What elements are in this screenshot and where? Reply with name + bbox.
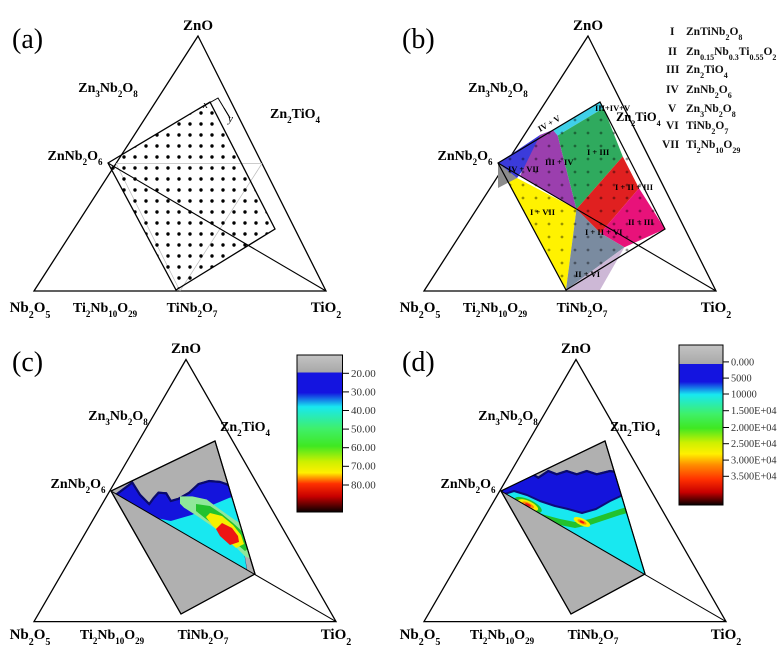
svg-text:ZnNb2O6: ZnNb2O6 [441,477,496,495]
svg-text:10000: 10000 [731,389,757,400]
svg-text:ZnTiNb2O8: ZnTiNb2O8 [686,26,742,42]
svg-text:70.00: 70.00 [351,461,376,473]
svg-text:II + VI: II + VI [575,269,601,279]
svg-text:V: V [668,103,677,115]
svg-text:I: I [670,26,675,38]
svg-text:III + IV: III + IV [545,157,574,167]
svg-text:Zn2TiO4: Zn2TiO4 [686,64,728,80]
svg-text:I + VII: I + VII [530,207,556,217]
svg-text:50.00: 50.00 [351,424,376,436]
svg-text:II: II [668,46,677,58]
svg-text:Nb2O5: Nb2O5 [10,300,51,321]
svg-text:30.00: 30.00 [351,387,376,399]
svg-text:ZnNb2O6: ZnNb2O6 [48,149,103,167]
svg-text:IV + VII: IV + VII [508,164,540,174]
svg-text:TiNb2O7: TiNb2O7 [557,301,608,319]
svg-text:III+IV+V: III+IV+V [595,103,631,113]
svg-text:Nb2O5: Nb2O5 [10,627,51,645]
svg-text:Ti2Nb10O29: Ti2Nb10O29 [80,628,145,645]
svg-text:(a): (a) [12,24,43,55]
svg-text:II + III: II + III [628,217,654,227]
svg-text:TiNb2O7: TiNb2O7 [167,301,218,319]
svg-text:VI: VI [666,120,679,132]
svg-text:ZnNb2O6: ZnNb2O6 [686,84,732,100]
svg-text:3.000E+04: 3.000E+04 [731,456,777,467]
svg-text:2.000E+04: 2.000E+04 [731,423,777,434]
svg-text:TiO2: TiO2 [321,627,352,645]
svg-text:(c): (c) [12,347,43,378]
svg-text:ZnO: ZnO [561,341,591,357]
svg-text:TiNb2O7: TiNb2O7 [178,628,229,645]
svg-text:Ti2Nb10O29: Ti2Nb10O29 [73,301,138,319]
svg-text:IV: IV [666,84,679,96]
svg-text:Zn0.15Nb0.3Ti0.55O2: Zn0.15Nb0.3Ti0.55O2 [686,46,776,62]
svg-text:Ti2Nb10O29: Ti2Nb10O29 [470,628,535,645]
svg-text:2.500E+04: 2.500E+04 [731,439,777,450]
svg-text:VII: VII [662,139,680,151]
svg-text:5000: 5000 [731,374,752,385]
svg-text:I + II + III: I + II + III [615,182,654,192]
svg-text:ZnO: ZnO [171,341,201,357]
svg-text:Zn3Nb2O8: Zn3Nb2O8 [478,409,538,427]
svg-text:ZnNb2O6: ZnNb2O6 [51,477,106,495]
svg-text:Zn2TiO4: Zn2TiO4 [220,420,271,438]
svg-text:(b): (b) [402,24,435,55]
svg-text:ZnO: ZnO [573,18,603,34]
svg-text:40.00: 40.00 [351,405,376,417]
svg-text:Ti2Nb10O29: Ti2Nb10O29 [463,301,528,319]
svg-text:Zn3Nb2O8: Zn3Nb2O8 [686,103,736,119]
svg-text:TiO2: TiO2 [701,300,732,321]
svg-text:ZnO: ZnO [183,18,213,34]
svg-text:0.000: 0.000 [731,357,754,368]
svg-text:I + II + VI: I + II + VI [585,227,623,237]
svg-text:III: III [666,64,680,76]
svg-text:60.00: 60.00 [351,442,376,454]
svg-text:1.500E+04: 1.500E+04 [731,406,777,417]
svg-text:Zn3Nb2O8: Zn3Nb2O8 [468,81,528,99]
svg-text:Zn2TiO4: Zn2TiO4 [610,420,661,438]
svg-text:3.500E+04: 3.500E+04 [731,472,777,483]
svg-text:Zn3Nb2O8: Zn3Nb2O8 [88,409,148,427]
svg-text:ZnNb2O6: ZnNb2O6 [438,149,493,167]
svg-text:I + III: I + III [587,147,610,157]
svg-text:TiNb2O7: TiNb2O7 [568,628,619,645]
svg-text:x: x [202,99,208,111]
svg-text:20.00: 20.00 [351,368,376,380]
svg-text:TiO2: TiO2 [311,300,342,321]
svg-text:Nb2O5: Nb2O5 [400,300,441,321]
svg-text:Nb2O5: Nb2O5 [400,627,441,645]
svg-text:Zn2TiO4: Zn2TiO4 [270,107,321,125]
svg-text:y: y [227,113,233,125]
svg-text:(d): (d) [402,347,435,378]
svg-text:80.00: 80.00 [351,480,376,492]
svg-text:Ti2Nb10O29: Ti2Nb10O29 [686,139,740,155]
svg-text:TiNb2O7: TiNb2O7 [686,120,728,136]
svg-text:TiO2: TiO2 [711,627,742,645]
svg-text:Zn3Nb2O8: Zn3Nb2O8 [78,81,138,99]
